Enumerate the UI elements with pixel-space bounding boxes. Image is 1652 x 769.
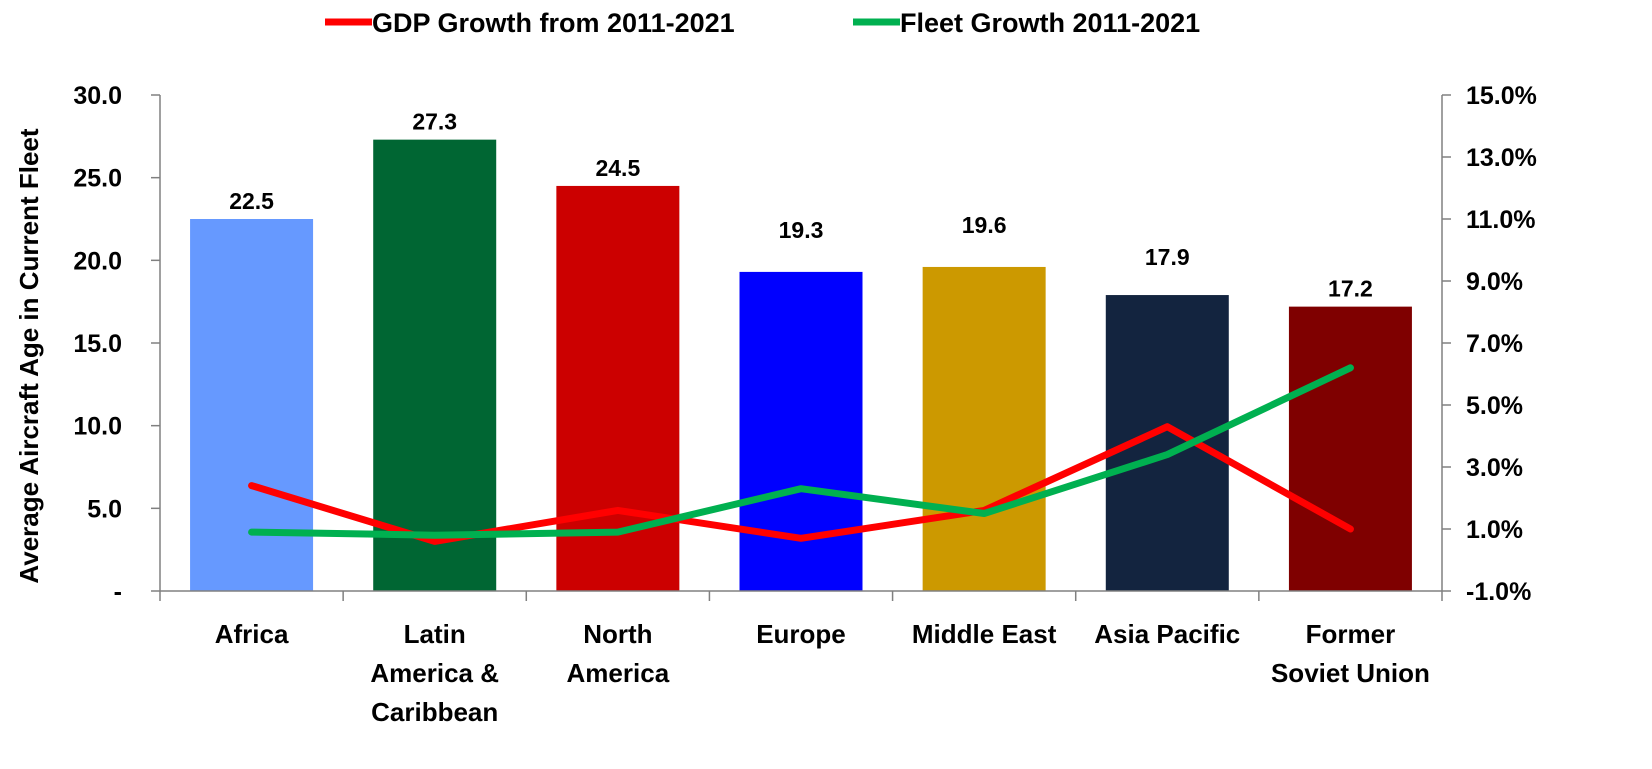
fleet-growth-line — [248, 364, 1354, 539]
y2-tick-label: 7.0% — [1466, 330, 1523, 358]
y-tick-label: 25.0 — [73, 165, 122, 193]
x-category-label: Former Soviet Union — [1271, 619, 1430, 688]
bar — [739, 271, 863, 591]
bar-value-label: 17.2 — [1328, 276, 1373, 302]
y-tick-label: - — [114, 578, 122, 606]
bar — [922, 266, 1046, 591]
y-axis-label: Average Aircraft Age in Current Fleet — [14, 128, 44, 583]
legend-label-fleet: Fleet Growth 2011-2021 — [900, 8, 1200, 38]
x-category-label: Latin America & Caribbean — [370, 619, 499, 727]
y2-tick-label: 5.0% — [1466, 392, 1523, 420]
bar-value-label: 27.3 — [412, 109, 457, 135]
bar-value-label: 19.3 — [779, 217, 824, 243]
bar-value-label: 22.5 — [229, 188, 274, 214]
bar — [1288, 306, 1412, 591]
x-category-label: Europe — [756, 619, 846, 649]
y2-tick-label: 9.0% — [1466, 268, 1523, 296]
bar-value-label: 24.5 — [595, 155, 640, 181]
y2-tick-label: -1.0% — [1466, 578, 1531, 606]
plot-area: 22.5 27.3 24.5 19.3 19.6 17.9 17.2 - 5.0 10.0 15.0… — [73, 82, 1537, 727]
y-tick-label: 15.0 — [73, 330, 122, 358]
x-category-label: Middle East — [912, 619, 1057, 649]
x-category-label: Africa — [215, 619, 289, 649]
bar-value-label: 17.9 — [1145, 244, 1190, 270]
legend-label-gdp: GDP Growth from 2011-2021 — [372, 8, 735, 38]
y2-tick-label: 15.0% — [1466, 82, 1537, 110]
y-tick-label: 10.0 — [73, 413, 122, 441]
bar — [373, 139, 497, 591]
bar-value-label: 19.6 — [962, 212, 1007, 238]
x-category-label: North America — [567, 619, 670, 688]
gdp-growth-line — [248, 423, 1354, 545]
legend: GDP Growth from 2011-2021 Fleet Growth 2… — [325, 8, 1200, 38]
x-category-label: Asia Pacific — [1094, 619, 1240, 649]
y-tick-label: 30.0 — [73, 82, 122, 110]
y2-tick-label: 1.0% — [1466, 516, 1523, 544]
y2-tick-label: 13.0% — [1466, 144, 1537, 172]
y2-tick-label: 11.0% — [1466, 206, 1536, 234]
y-tick-label: 20.0 — [73, 247, 122, 275]
y-tick-label: 5.0 — [87, 495, 122, 523]
y2-tick-label: 3.0% — [1466, 454, 1523, 482]
